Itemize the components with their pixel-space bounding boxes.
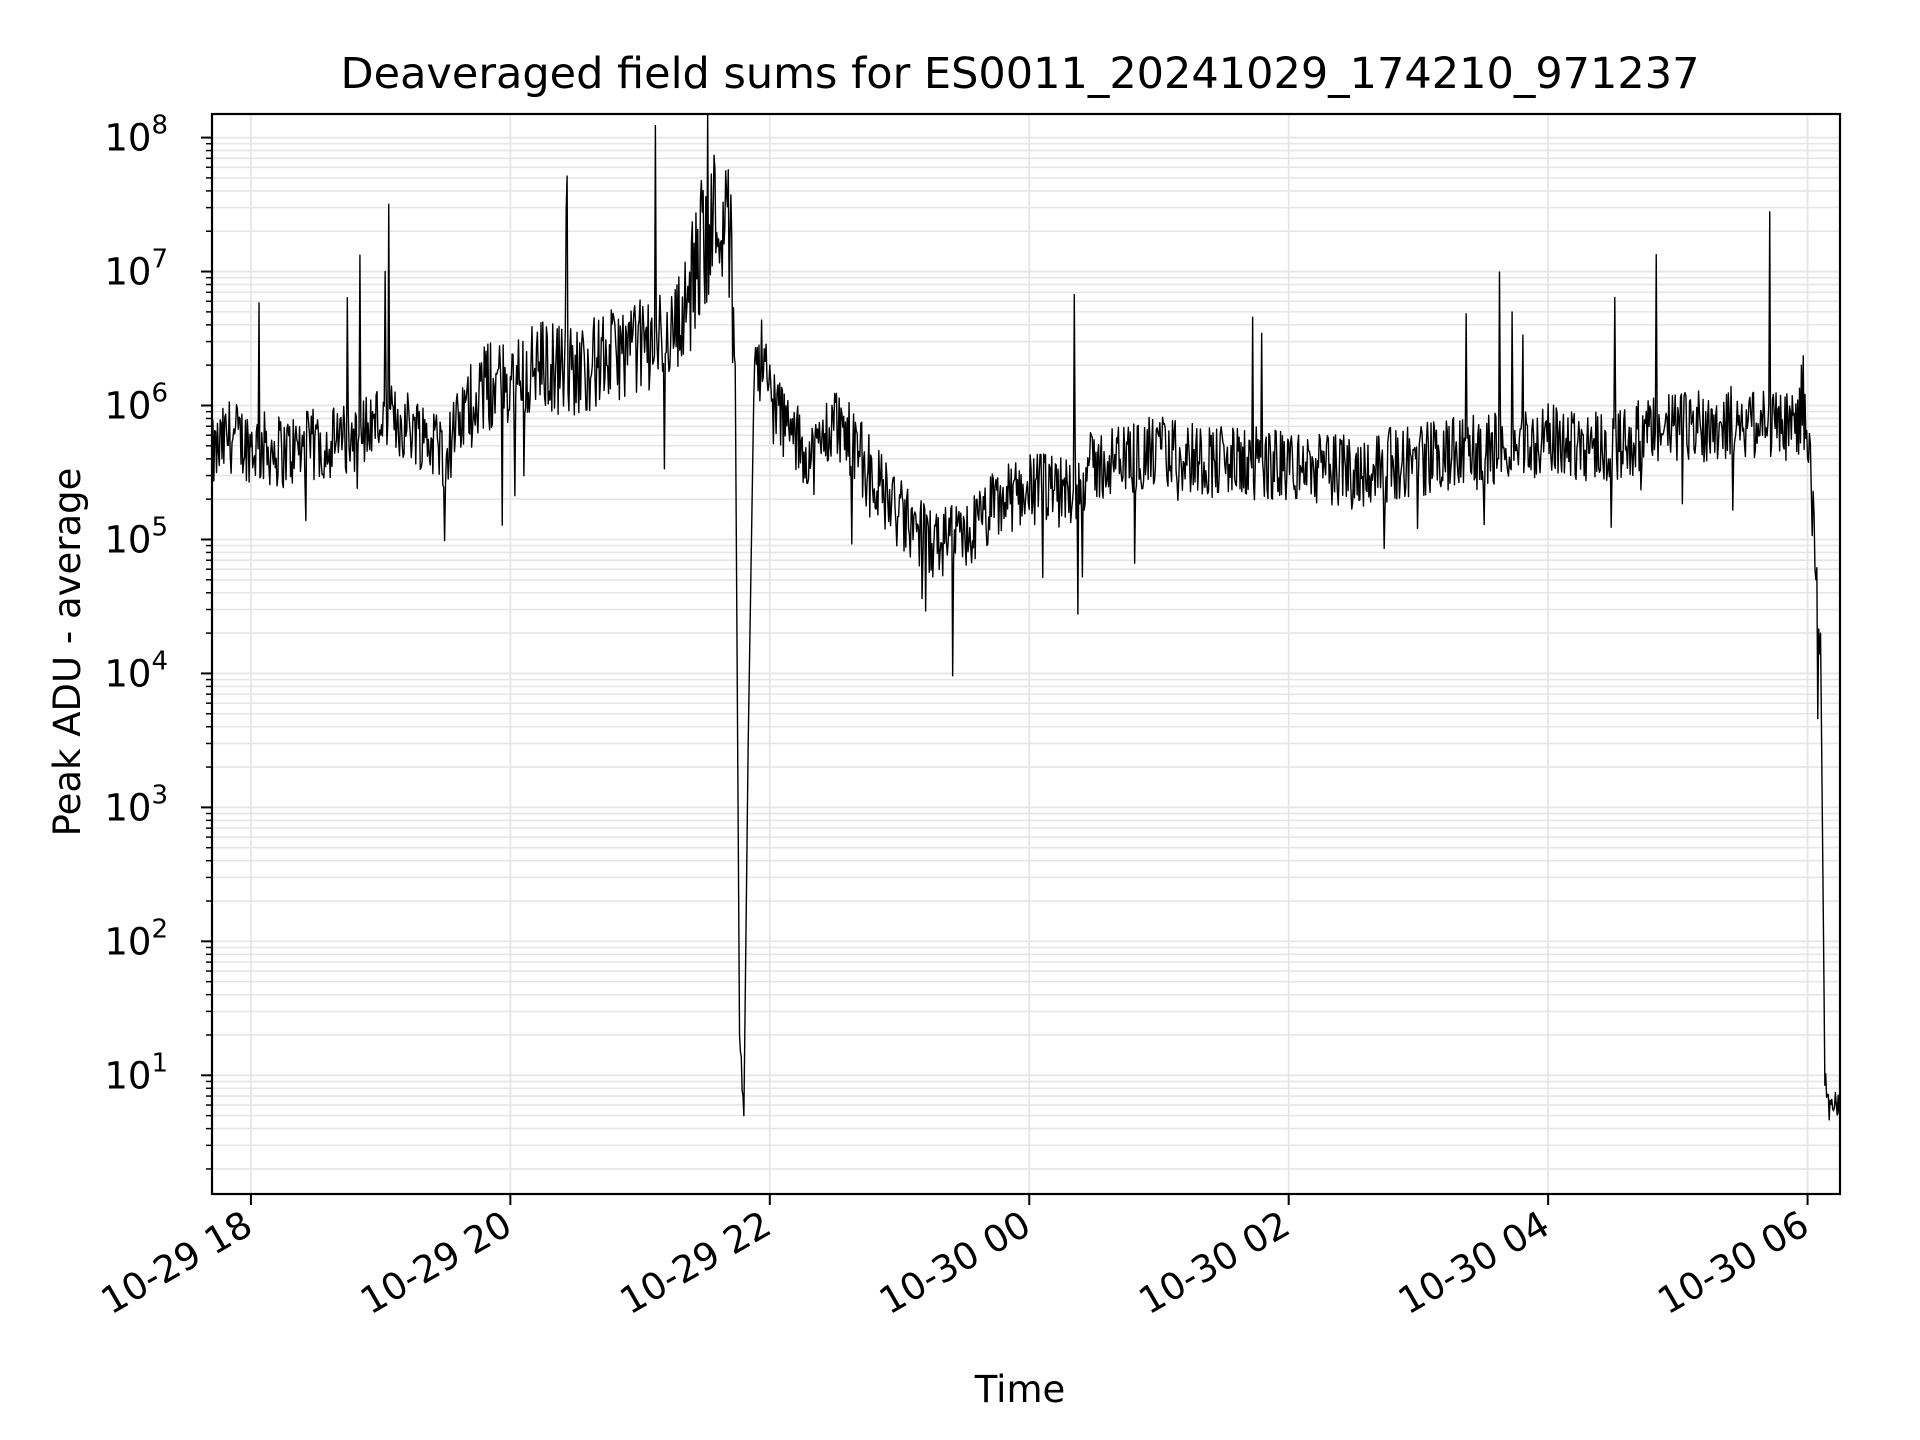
y-axis-label: Peak ADU - average <box>46 468 89 837</box>
chart-title: Deaveraged field sums for ES0011_2024102… <box>341 49 1700 99</box>
y-tick-label: 107 <box>104 245 168 294</box>
y-tick-label: 106 <box>104 379 168 428</box>
series-layer <box>211 113 1841 1121</box>
y-tick-label: 103 <box>104 780 168 829</box>
plot-frame <box>210 112 1842 1196</box>
y-tick-label: 104 <box>104 646 168 695</box>
series-line <box>211 113 1841 1121</box>
y-tick-label: 101 <box>104 1048 168 1097</box>
y-tick-label: 108 <box>104 111 168 160</box>
y-tick-label: 102 <box>104 914 168 963</box>
x-axis-label: Time <box>974 1368 1066 1411</box>
gridlines <box>212 114 1840 1194</box>
y-tick-label: 105 <box>104 512 168 561</box>
